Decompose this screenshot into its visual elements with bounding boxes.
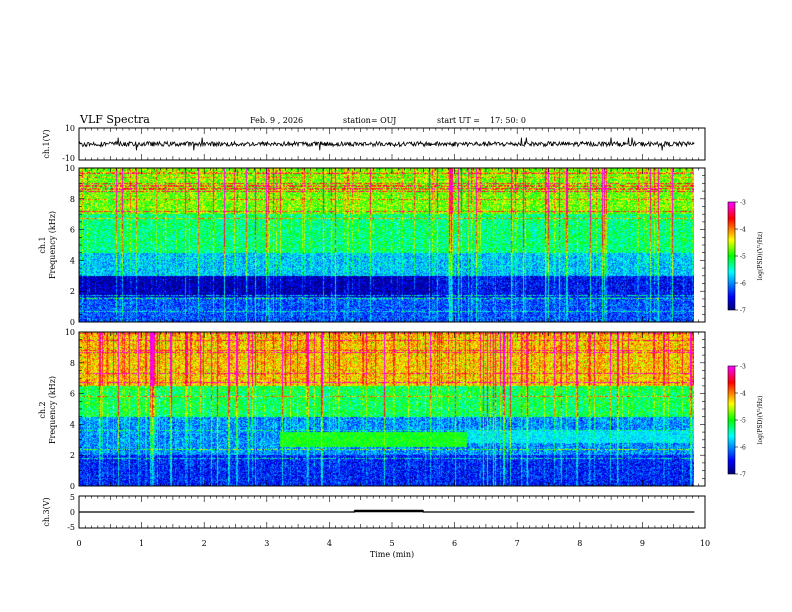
y-tick-label-8: 8 (70, 359, 75, 368)
x-tick-label-4: 4 (327, 539, 332, 548)
ch3-waveform-panel: 5 0 -5 ch.3(V) (42, 493, 706, 532)
y-tick-label-0: 0 (70, 318, 75, 327)
colorbar-tick-label--7: -7 (740, 472, 746, 479)
x-tick-label-5: 5 (389, 539, 394, 548)
ch1-colorbar (728, 202, 735, 310)
start-ut-label: start UT = (437, 116, 480, 125)
ch2-colorbar-ticks: -3 -4 -5 -6 -7 (735, 364, 746, 479)
y-tick-label-4: 4 (70, 256, 75, 265)
ch2-spectrogram-ylabel-freq: Frequency (kHz) (48, 376, 57, 444)
x-tick-label-6: 6 (452, 539, 457, 548)
colorbar-tick-label--5: -5 (740, 418, 746, 425)
ch1-spectrogram-ylabel-channel: ch.1 (38, 236, 47, 253)
x-tick-label-10: 10 (700, 539, 710, 548)
y-tick-label-2: 2 (70, 451, 75, 460)
colorbar-tick-label--3: -3 (740, 364, 746, 371)
x-tick-label-7: 7 (515, 539, 520, 548)
ch3-waveform-ylabel: ch.3(V) (42, 497, 51, 526)
ch1-spectrogram-xticks (78, 168, 706, 322)
ch1-spectrogram-ylabel-freq: Frequency (kHz) (48, 211, 57, 279)
x-tick-label-3: 3 (264, 539, 269, 548)
x-tick-label-9: 9 (640, 539, 645, 548)
ch3-ytick-mid: 0 (70, 508, 75, 517)
colorbar-tick-label--6: -6 (740, 445, 746, 452)
colorbar-tick-label--3: -3 (740, 200, 746, 207)
x-axis-label: Time (min) (370, 550, 414, 559)
y-tick-label-2: 2 (70, 287, 75, 296)
colorbar-tick-label--4: -4 (740, 227, 746, 234)
y-tick-label-6: 6 (70, 390, 75, 399)
y-tick-label-10: 10 (65, 328, 75, 337)
y-tick-label-6: 6 (70, 226, 75, 235)
date-label: Feb. 9 , 2026 (250, 116, 303, 125)
ch3-ytick-top: 5 (70, 493, 75, 502)
ch1-waveform-ylabel: ch.1(V) (42, 129, 51, 158)
y-tick-label-10: 10 (65, 164, 75, 173)
station-label: station= OUJ (343, 116, 396, 125)
ch1-waveform-xticks (78, 128, 706, 160)
y-tick-label-0: 0 (70, 482, 75, 491)
ch2-spectrogram-ylabel-channel: ch.2 (38, 401, 47, 418)
ch1-spectrogram-yticks: 0 2 4 6 8 10 (65, 164, 705, 327)
x-tick-label-8: 8 (577, 539, 582, 548)
ch1-colorbar-label: log(PSD)(V²/Hz) (757, 232, 764, 281)
ch2-spectrogram-image (79, 332, 694, 486)
ch3-waveform-xticks (78, 496, 706, 528)
x-tick-label-1: 1 (139, 539, 144, 548)
colorbar-tick-label--6: -6 (740, 281, 746, 288)
colorbar-tick-label--4: -4 (740, 391, 746, 398)
y-tick-label-4: 4 (70, 420, 75, 429)
ch1-ytick-top: 10 (65, 124, 75, 133)
ch2-colorbar-label: log(PSD)(V²/Hz) (757, 396, 764, 445)
ch2-spectrogram-yticks: 0 2 4 6 8 10 (65, 328, 705, 491)
ch1-spectrogram-image (79, 168, 694, 322)
colorbar-tick-label--5: -5 (740, 254, 746, 261)
ch1-ytick-bottom: -10 (62, 154, 75, 163)
colorbar-tick-label--7: -7 (740, 308, 746, 315)
figure-title: VLF Spectra (79, 113, 150, 126)
ch2-colorbar (728, 366, 735, 474)
x-axis-tick-labels: 0 1 2 3 4 5 6 7 8 9 10 (76, 539, 710, 548)
x-tick-label-0: 0 (76, 539, 81, 548)
ch3-ytick-bottom: -5 (67, 523, 75, 532)
start-ut-time: 17: 50: 0 (490, 116, 526, 125)
x-tick-label-2: 2 (202, 539, 207, 548)
ch1-waveform-trace (78, 137, 695, 151)
ch2-spectrogram-xticks (78, 332, 706, 486)
ch1-colorbar-ticks: -3 -4 -5 -6 -7 (735, 200, 746, 315)
ch1-waveform-panel: 10 -10 ch.1(V) (42, 124, 706, 163)
y-tick-label-8: 8 (70, 195, 75, 204)
